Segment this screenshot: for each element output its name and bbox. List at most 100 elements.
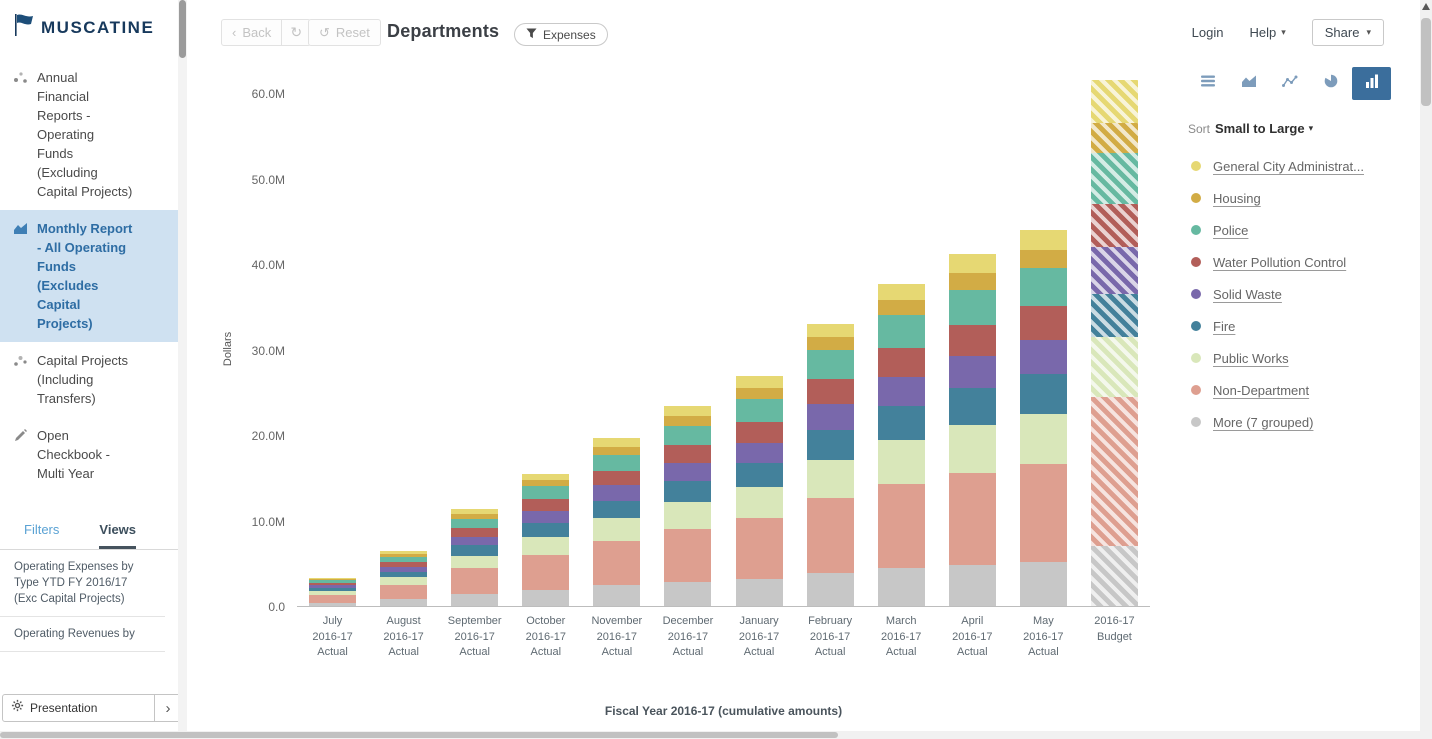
horizontal-scrollbar-thumb[interactable] [0, 732, 838, 738]
main-scrollbar[interactable] [1420, 0, 1432, 731]
bar-segment-public-works[interactable] [735, 487, 783, 518]
bar-segment-general-city-administrat[interactable] [309, 577, 357, 580]
tab-views[interactable]: Views [99, 522, 137, 549]
bar-segment-general-city-administrat[interactable] [593, 437, 641, 447]
bar-segment-housing[interactable] [451, 514, 499, 519]
bar-segment-fire[interactable] [380, 571, 428, 578]
bar-segment-non-department[interactable] [451, 568, 499, 595]
bar-segment-non-department[interactable] [806, 498, 854, 573]
chart-type-area-button[interactable] [1229, 67, 1268, 100]
sidebar-item-open-checkbook[interactable]: Open Checkbook - Multi Year [0, 417, 178, 492]
bar-segment-non-department[interactable] [522, 554, 570, 590]
help-menu[interactable]: Help ▾ [1249, 25, 1285, 40]
bar-segment-non-department[interactable] [1090, 396, 1138, 547]
legend-item[interactable]: Police [1191, 214, 1364, 246]
bar-segment-water-pollution-control[interactable] [877, 347, 925, 377]
bar-segment-public-works[interactable] [664, 501, 712, 530]
bar-segment-non-department[interactable] [735, 517, 783, 579]
bar-segment-general-city-administrat[interactable] [664, 405, 712, 417]
bar-segment-general-city-administrat[interactable] [522, 473, 570, 481]
legend-item[interactable]: General City Administrat... [1191, 150, 1364, 182]
bar-segment-solid-waste[interactable] [735, 442, 783, 464]
bar-segment-police[interactable] [380, 556, 428, 562]
bar-segment-more-7-grouped[interactable] [806, 572, 854, 606]
bar-segment-general-city-administrat[interactable] [948, 253, 996, 273]
bar-segment-non-department[interactable] [664, 529, 712, 583]
bar-segment-public-works[interactable] [380, 577, 428, 585]
legend-item[interactable]: Water Pollution Control [1191, 246, 1364, 278]
bar-segment-solid-waste[interactable] [522, 511, 570, 524]
share-button[interactable]: Share ▾ [1311, 19, 1384, 46]
bar-segment-more-7-grouped[interactable] [522, 589, 570, 606]
bar-segment-public-works[interactable] [451, 555, 499, 569]
legend-item[interactable]: Housing [1191, 182, 1364, 214]
bar-segment-solid-waste[interactable] [1090, 246, 1138, 294]
bar-segment-solid-waste[interactable] [948, 356, 996, 388]
bar-segment-police[interactable] [309, 580, 357, 583]
bar-segment-water-pollution-control[interactable] [735, 422, 783, 443]
bar-segment-water-pollution-control[interactable] [664, 445, 712, 464]
sidebar-scrollbar-thumb[interactable] [179, 0, 186, 58]
legend-item[interactable]: More (7 grouped) [1191, 406, 1364, 438]
login-link[interactable]: Login [1191, 25, 1224, 40]
reset-button[interactable]: ↺ Reset [308, 19, 381, 46]
view-item-operating-revenues[interactable]: Operating Revenues by [0, 617, 165, 652]
bar-segment-solid-waste[interactable] [877, 376, 925, 406]
bar-segment-solid-waste[interactable] [593, 485, 641, 501]
bar-segment-police[interactable] [806, 350, 854, 379]
bar-segment-housing[interactable] [877, 299, 925, 316]
chart-type-table-button[interactable] [1188, 67, 1227, 100]
sidebar-item-capital-projects[interactable]: Capital Projects (Including Transfers) [0, 342, 178, 417]
bar-segment-more-7-grouped[interactable] [664, 582, 712, 606]
bar-segment-police[interactable] [1019, 268, 1067, 306]
bar-segment-public-works[interactable] [806, 459, 854, 499]
bar-segment-fire[interactable] [664, 481, 712, 502]
legend-item[interactable]: Solid Waste [1191, 278, 1364, 310]
bar-segment-public-works[interactable] [877, 440, 925, 484]
chart-type-line-button[interactable] [1270, 67, 1309, 100]
expenses-filter-chip[interactable]: Expenses [514, 23, 608, 46]
bar-segment-police[interactable] [664, 425, 712, 446]
bar-segment-more-7-grouped[interactable] [451, 594, 499, 606]
bar-segment-water-pollution-control[interactable] [380, 561, 428, 567]
bar-segment-solid-waste[interactable] [309, 585, 357, 589]
bar-segment-public-works[interactable] [948, 424, 996, 473]
presentation-next-button[interactable]: › [154, 695, 178, 721]
bar-segment-non-department[interactable] [309, 594, 357, 603]
bar-segment-general-city-administrat[interactable] [877, 283, 925, 300]
bar-segment-housing[interactable] [380, 554, 428, 557]
bar-segment-non-department[interactable] [948, 472, 996, 565]
bar-segment-fire[interactable] [948, 388, 996, 425]
bar-segment-non-department[interactable] [593, 541, 641, 586]
bar-segment-general-city-administrat[interactable] [806, 323, 854, 337]
bar-segment-fire[interactable] [806, 429, 854, 460]
bar-segment-non-department[interactable] [877, 483, 925, 569]
bar-segment-water-pollution-control[interactable] [593, 470, 641, 486]
sidebar-item-monthly-report[interactable]: Monthly Report - All Operating Funds (Ex… [0, 210, 178, 342]
chart-type-pie-button[interactable] [1311, 67, 1350, 100]
bar-segment-fire[interactable] [522, 523, 570, 537]
bar-segment-police[interactable] [1090, 152, 1138, 205]
bar-segment-fire[interactable] [451, 545, 499, 556]
bar-segment-housing[interactable] [948, 272, 996, 290]
bar-segment-solid-waste[interactable] [451, 536, 499, 546]
bar-segment-public-works[interactable] [1019, 413, 1067, 465]
presentation-button[interactable]: Presentation › [2, 694, 178, 722]
bar-segment-non-department[interactable] [380, 584, 428, 600]
tab-filters[interactable]: Filters [24, 522, 60, 537]
bar-segment-more-7-grouped[interactable] [380, 599, 428, 606]
main-scrollbar-thumb[interactable] [1421, 18, 1431, 106]
bar-segment-housing[interactable] [735, 387, 783, 400]
bar-segment-water-pollution-control[interactable] [451, 528, 499, 537]
bar-segment-general-city-administrat[interactable] [1019, 229, 1067, 251]
bar-segment-water-pollution-control[interactable] [522, 499, 570, 512]
legend-item[interactable]: Non-Department [1191, 374, 1364, 406]
bar-segment-more-7-grouped[interactable] [309, 602, 357, 606]
bar-segment-solid-waste[interactable] [1019, 340, 1067, 375]
sidebar-item-annual-financial-reports[interactable]: Annual Financial Reports - Operating Fun… [0, 59, 178, 210]
bar-segment-police[interactable] [948, 289, 996, 325]
bar-segment-housing[interactable] [664, 416, 712, 426]
bar-segment-water-pollution-control[interactable] [309, 582, 357, 586]
bar-segment-housing[interactable] [522, 480, 570, 487]
bar-segment-police[interactable] [522, 486, 570, 500]
